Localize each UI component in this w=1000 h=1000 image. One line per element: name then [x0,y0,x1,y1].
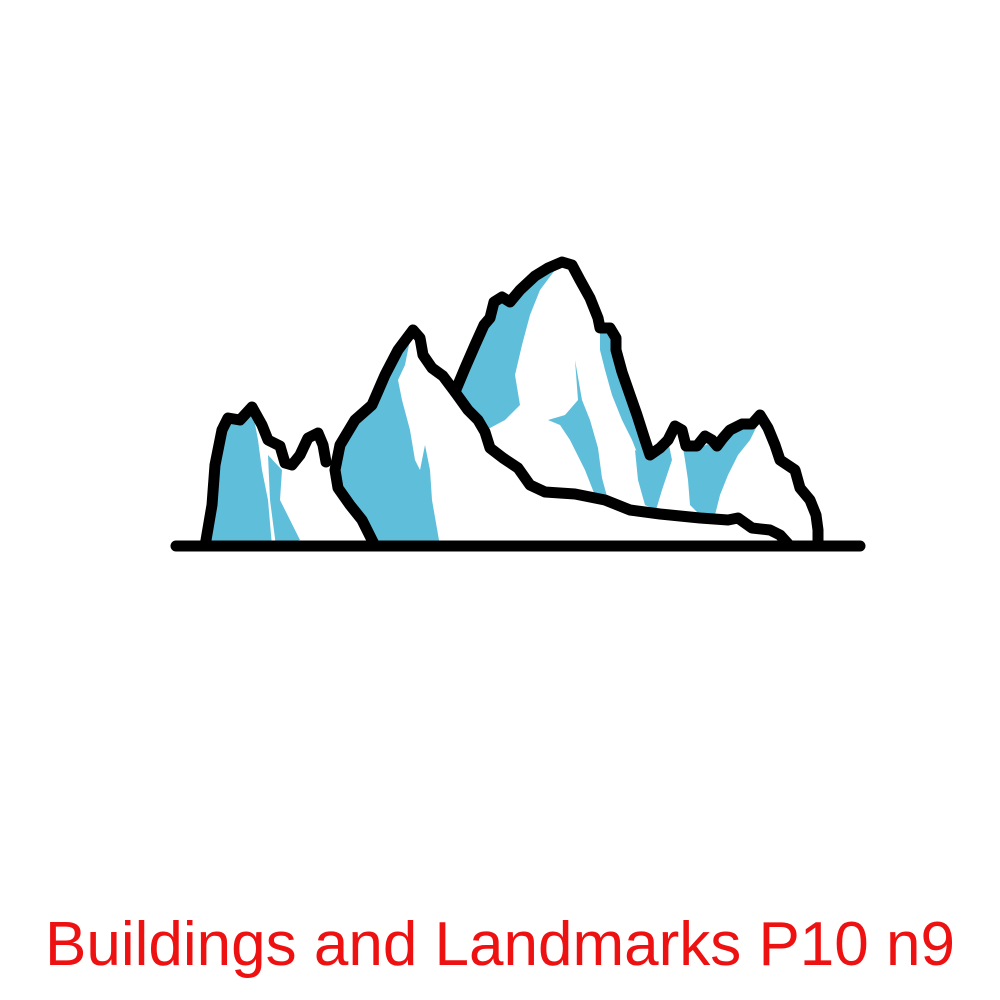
tall-peak-snow [455,262,820,546]
middle-peak-ice-shadow [335,340,440,546]
middle-peak-outline [329,324,796,552]
tall-peak-ice-shadow-left [455,268,555,430]
left-peaks-outline [199,401,332,552]
tall-peak-outline [449,256,824,552]
right-peaks-ice-streak [635,440,672,510]
mountain-outlines [170,256,866,552]
right-peaks-ice-shadow [680,420,760,520]
left-peaks-ice-streak-2 [268,455,300,546]
left-peaks-ice-streak [285,438,340,520]
caption-text: Buildings and Landmarks P10 n9 [45,910,955,979]
tall-peak-ice-streak [548,360,608,500]
